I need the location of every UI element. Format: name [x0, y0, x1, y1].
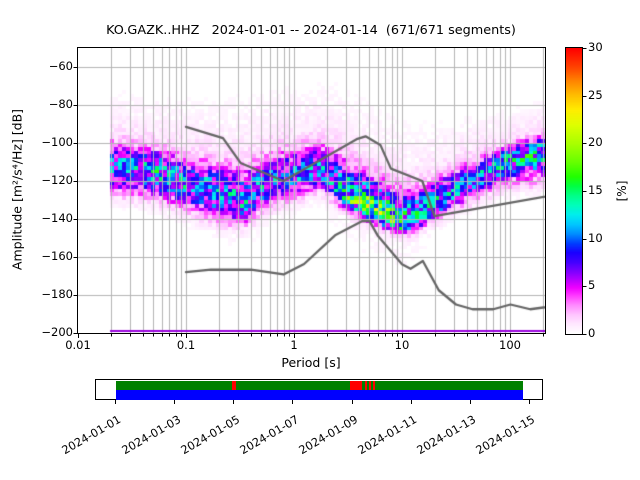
- y-tick-label: −180: [41, 287, 73, 301]
- ppsd-heatmap-canvas: [78, 48, 545, 333]
- axes-frame: [77, 47, 546, 334]
- availability-gap-segment: [232, 381, 237, 390]
- availability-gap-segment: [369, 381, 372, 390]
- y-tick-label: −80: [48, 97, 73, 111]
- y-tick-label: −200: [41, 325, 73, 339]
- colorbar-tick-label: 15: [588, 183, 603, 197]
- plot-title: KO.GAZK..HHZ 2024-01-01 -- 2024-01-14 (6…: [106, 23, 516, 38]
- colorbar-tick-label: 0: [588, 326, 596, 340]
- y-tick-label: −120: [41, 173, 73, 187]
- colorbar-tick-label: 5: [588, 278, 596, 293]
- y-tick-label: −140: [41, 211, 73, 225]
- colorbar-frame: [565, 47, 583, 335]
- y-tick-label: −160: [41, 249, 73, 263]
- x-tick-label: 0.1: [176, 338, 196, 352]
- colorbar-canvas: [566, 48, 582, 334]
- x-tick-label: 10: [394, 338, 410, 352]
- y-tick-label: −100: [41, 135, 73, 149]
- x-axis-label: Period [s]: [281, 355, 341, 370]
- availability-coverage-bottom: [115, 390, 524, 400]
- availability-gap-segment: [364, 381, 368, 390]
- y-tick-label: −60: [48, 59, 73, 73]
- colorbar-tick-label: 25: [588, 87, 603, 102]
- availability-gap-segment: [372, 381, 375, 390]
- colorbar-tick-label: 20: [588, 135, 603, 150]
- availability-gap-segment: [350, 381, 362, 390]
- x-tick-label: 0.01: [65, 338, 91, 352]
- x-tick-label: 100: [499, 338, 521, 352]
- availability-coverage-top: [115, 381, 524, 390]
- colorbar-tick-label: 10: [588, 230, 603, 245]
- colorbar-tick-label: 30: [588, 40, 603, 54]
- x-tick-label: 1: [290, 338, 298, 352]
